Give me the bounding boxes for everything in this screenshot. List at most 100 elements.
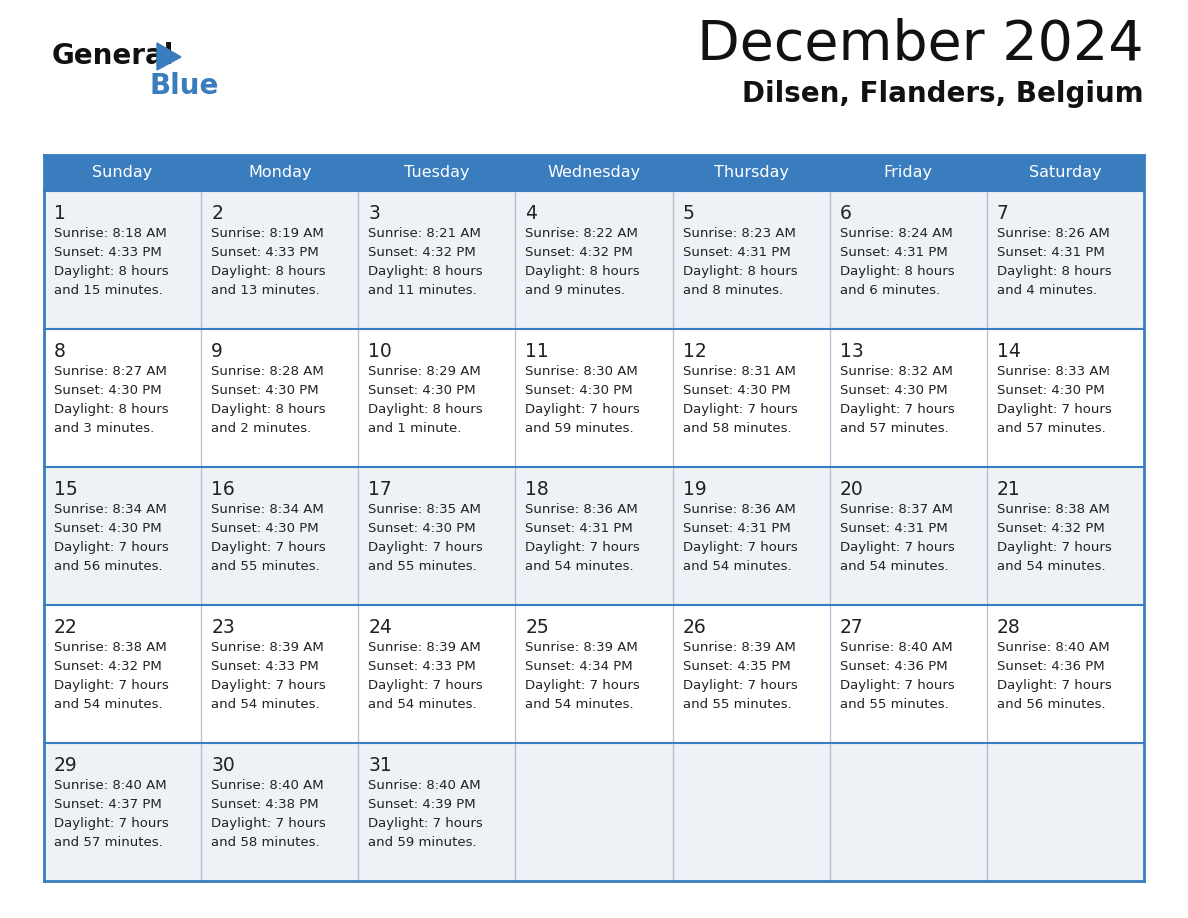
Text: General: General [52, 42, 175, 70]
Text: Sunrise: 8:18 AM: Sunrise: 8:18 AM [53, 227, 166, 240]
Text: Daylight: 7 hours: Daylight: 7 hours [211, 817, 326, 830]
Text: Daylight: 8 hours: Daylight: 8 hours [368, 265, 482, 278]
Text: Sunrise: 8:26 AM: Sunrise: 8:26 AM [997, 227, 1110, 240]
Text: 22: 22 [53, 618, 77, 637]
Text: 19: 19 [683, 480, 707, 499]
Text: Sunrise: 8:28 AM: Sunrise: 8:28 AM [211, 365, 324, 378]
Text: Sunrise: 8:40 AM: Sunrise: 8:40 AM [997, 641, 1110, 654]
Text: Daylight: 7 hours: Daylight: 7 hours [368, 541, 484, 554]
Text: Sunrise: 8:39 AM: Sunrise: 8:39 AM [368, 641, 481, 654]
Text: Sunrise: 8:37 AM: Sunrise: 8:37 AM [840, 503, 953, 516]
Text: Daylight: 7 hours: Daylight: 7 hours [840, 403, 954, 416]
Text: and 3 minutes.: and 3 minutes. [53, 422, 154, 435]
Text: Daylight: 8 hours: Daylight: 8 hours [53, 403, 169, 416]
Text: Daylight: 7 hours: Daylight: 7 hours [525, 541, 640, 554]
Text: Daylight: 8 hours: Daylight: 8 hours [368, 403, 482, 416]
Text: Sunday: Sunday [93, 165, 153, 181]
Text: Sunset: 4:30 PM: Sunset: 4:30 PM [211, 384, 318, 397]
Text: Sunrise: 8:19 AM: Sunrise: 8:19 AM [211, 227, 324, 240]
Text: Sunset: 4:31 PM: Sunset: 4:31 PM [840, 246, 948, 259]
Text: and 6 minutes.: and 6 minutes. [840, 284, 940, 297]
Text: 4: 4 [525, 204, 537, 223]
Text: Sunset: 4:30 PM: Sunset: 4:30 PM [368, 522, 476, 535]
Text: Sunrise: 8:33 AM: Sunrise: 8:33 AM [997, 365, 1110, 378]
Text: 16: 16 [211, 480, 235, 499]
Text: Sunrise: 8:23 AM: Sunrise: 8:23 AM [683, 227, 796, 240]
Text: Sunset: 4:37 PM: Sunset: 4:37 PM [53, 798, 162, 811]
Text: Daylight: 8 hours: Daylight: 8 hours [211, 403, 326, 416]
Text: Sunset: 4:30 PM: Sunset: 4:30 PM [368, 384, 476, 397]
Text: Daylight: 7 hours: Daylight: 7 hours [53, 817, 169, 830]
Text: and 54 minutes.: and 54 minutes. [525, 560, 634, 573]
Text: Tuesday: Tuesday [404, 165, 469, 181]
Text: 24: 24 [368, 618, 392, 637]
Text: and 59 minutes.: and 59 minutes. [368, 836, 476, 849]
Text: Sunset: 4:30 PM: Sunset: 4:30 PM [683, 384, 790, 397]
Text: Sunset: 4:32 PM: Sunset: 4:32 PM [525, 246, 633, 259]
Text: Sunrise: 8:38 AM: Sunrise: 8:38 AM [53, 641, 166, 654]
Text: Sunset: 4:31 PM: Sunset: 4:31 PM [840, 522, 948, 535]
Text: Sunset: 4:31 PM: Sunset: 4:31 PM [683, 246, 790, 259]
Text: Daylight: 8 hours: Daylight: 8 hours [840, 265, 954, 278]
Text: 25: 25 [525, 618, 549, 637]
Text: and 54 minutes.: and 54 minutes. [368, 698, 476, 711]
Text: and 2 minutes.: and 2 minutes. [211, 422, 311, 435]
Text: and 55 minutes.: and 55 minutes. [683, 698, 791, 711]
Text: 5: 5 [683, 204, 695, 223]
Text: and 8 minutes.: and 8 minutes. [683, 284, 783, 297]
Text: 7: 7 [997, 204, 1009, 223]
Text: Daylight: 8 hours: Daylight: 8 hours [53, 265, 169, 278]
Text: 31: 31 [368, 756, 392, 775]
Text: Daylight: 7 hours: Daylight: 7 hours [53, 679, 169, 692]
Text: Sunset: 4:30 PM: Sunset: 4:30 PM [53, 384, 162, 397]
Text: and 55 minutes.: and 55 minutes. [368, 560, 478, 573]
Text: Sunrise: 8:36 AM: Sunrise: 8:36 AM [683, 503, 795, 516]
Text: Daylight: 7 hours: Daylight: 7 hours [683, 679, 797, 692]
Text: Sunrise: 8:39 AM: Sunrise: 8:39 AM [683, 641, 795, 654]
Text: Sunset: 4:36 PM: Sunset: 4:36 PM [997, 660, 1105, 673]
Text: 29: 29 [53, 756, 77, 775]
Text: 27: 27 [840, 618, 864, 637]
Text: 12: 12 [683, 342, 707, 361]
Text: and 11 minutes.: and 11 minutes. [368, 284, 478, 297]
Text: Sunset: 4:31 PM: Sunset: 4:31 PM [997, 246, 1105, 259]
Text: Sunrise: 8:40 AM: Sunrise: 8:40 AM [53, 779, 166, 792]
Text: Friday: Friday [884, 165, 933, 181]
Text: Daylight: 7 hours: Daylight: 7 hours [211, 541, 326, 554]
Text: 21: 21 [997, 480, 1020, 499]
Text: Sunset: 4:32 PM: Sunset: 4:32 PM [997, 522, 1105, 535]
Text: Sunrise: 8:30 AM: Sunrise: 8:30 AM [525, 365, 638, 378]
Text: Sunrise: 8:38 AM: Sunrise: 8:38 AM [997, 503, 1110, 516]
Text: Sunset: 4:33 PM: Sunset: 4:33 PM [368, 660, 476, 673]
Text: and 57 minutes.: and 57 minutes. [840, 422, 948, 435]
Text: Daylight: 8 hours: Daylight: 8 hours [525, 265, 640, 278]
Text: Sunset: 4:30 PM: Sunset: 4:30 PM [525, 384, 633, 397]
Text: and 55 minutes.: and 55 minutes. [211, 560, 320, 573]
Text: 10: 10 [368, 342, 392, 361]
Text: Daylight: 7 hours: Daylight: 7 hours [368, 817, 484, 830]
Text: and 15 minutes.: and 15 minutes. [53, 284, 163, 297]
Text: Sunrise: 8:22 AM: Sunrise: 8:22 AM [525, 227, 638, 240]
Text: Daylight: 7 hours: Daylight: 7 hours [53, 541, 169, 554]
Text: Saturday: Saturday [1029, 165, 1101, 181]
Polygon shape [157, 43, 181, 70]
Text: 30: 30 [211, 756, 235, 775]
Text: 2: 2 [211, 204, 223, 223]
Text: and 54 minutes.: and 54 minutes. [211, 698, 320, 711]
Text: 18: 18 [525, 480, 549, 499]
Text: and 4 minutes.: and 4 minutes. [997, 284, 1097, 297]
Text: 14: 14 [997, 342, 1020, 361]
Text: Sunrise: 8:36 AM: Sunrise: 8:36 AM [525, 503, 638, 516]
Text: and 13 minutes.: and 13 minutes. [211, 284, 320, 297]
Text: Daylight: 7 hours: Daylight: 7 hours [997, 541, 1112, 554]
Text: December 2024: December 2024 [697, 18, 1144, 72]
Text: Sunrise: 8:39 AM: Sunrise: 8:39 AM [525, 641, 638, 654]
Text: 20: 20 [840, 480, 864, 499]
Text: and 54 minutes.: and 54 minutes. [53, 698, 163, 711]
Text: and 56 minutes.: and 56 minutes. [997, 698, 1106, 711]
Text: Sunset: 4:35 PM: Sunset: 4:35 PM [683, 660, 790, 673]
Text: Daylight: 7 hours: Daylight: 7 hours [368, 679, 484, 692]
Text: Sunset: 4:30 PM: Sunset: 4:30 PM [53, 522, 162, 535]
Text: Daylight: 7 hours: Daylight: 7 hours [211, 679, 326, 692]
Text: and 58 minutes.: and 58 minutes. [683, 422, 791, 435]
